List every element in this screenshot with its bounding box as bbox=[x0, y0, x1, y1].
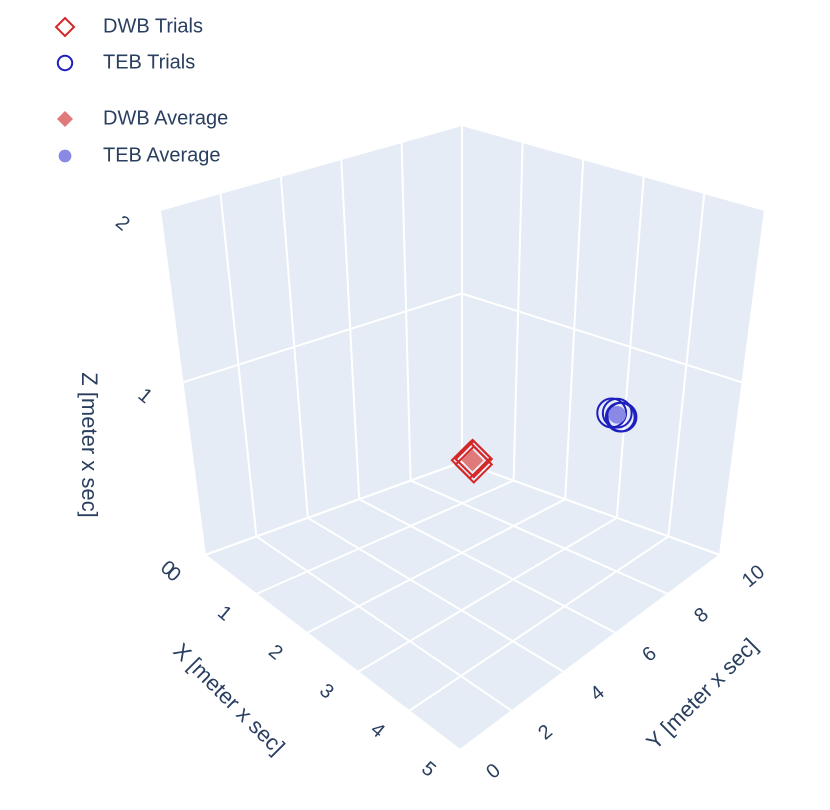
x-tick-label: 3 bbox=[315, 679, 338, 703]
y-tick-label: 6 bbox=[638, 642, 661, 666]
legend-label: TEB Average bbox=[103, 144, 220, 166]
y-tick-label: 10 bbox=[738, 561, 769, 592]
grid-line bbox=[358, 498, 617, 634]
y-tick-label: 4 bbox=[586, 681, 609, 705]
data-point bbox=[453, 438, 492, 478]
y-tick-label: 2 bbox=[534, 720, 557, 744]
legend-label: DWB Average bbox=[103, 107, 228, 129]
data-point bbox=[608, 406, 626, 424]
x-tick-label: 2 bbox=[264, 640, 287, 664]
grid-line bbox=[159, 124, 463, 211]
x-tick-label: 5 bbox=[417, 757, 440, 781]
grid-line bbox=[461, 292, 743, 384]
z-tick-label: 1 bbox=[134, 384, 157, 408]
grid-line bbox=[459, 554, 721, 751]
wall-y bbox=[462, 125, 765, 555]
legend-label: TEB Trials bbox=[103, 51, 195, 73]
grid-line bbox=[204, 554, 461, 751]
grid-line bbox=[306, 498, 566, 634]
y-tick-label: 0 bbox=[482, 759, 505, 783]
y-axis-title: Y [meter x sec] bbox=[641, 633, 762, 754]
grid-line bbox=[357, 516, 618, 673]
x-tick-label: 1 bbox=[213, 601, 236, 625]
y-tick-label: 8 bbox=[690, 603, 713, 627]
grid-line bbox=[255, 535, 513, 712]
grid-line bbox=[182, 292, 463, 384]
grid-line bbox=[307, 516, 565, 673]
grid-line bbox=[410, 479, 669, 595]
legend-symbol bbox=[57, 111, 73, 127]
grid-line bbox=[255, 479, 515, 595]
data-point bbox=[606, 401, 638, 433]
wall-x bbox=[160, 125, 462, 555]
grid-line bbox=[461, 124, 766, 211]
grid-line bbox=[461, 461, 721, 556]
data-point bbox=[454, 445, 494, 484]
z-axis-title: Z [meter x sec] bbox=[77, 372, 102, 517]
legend-symbol bbox=[58, 149, 72, 163]
grid-line bbox=[204, 461, 463, 556]
legend-label: DWB Trials bbox=[103, 15, 203, 37]
z-tick-label: 2 bbox=[111, 211, 134, 235]
data-point bbox=[461, 449, 484, 472]
legend-symbol bbox=[54, 16, 76, 38]
legend-symbol bbox=[56, 54, 74, 72]
grid-line bbox=[408, 535, 669, 712]
x-tick-label: 4 bbox=[366, 718, 389, 742]
data-point bbox=[601, 397, 633, 429]
legend: DWB Trials TEB Trials DWB Average TEB Avera… bbox=[54, 15, 228, 166]
